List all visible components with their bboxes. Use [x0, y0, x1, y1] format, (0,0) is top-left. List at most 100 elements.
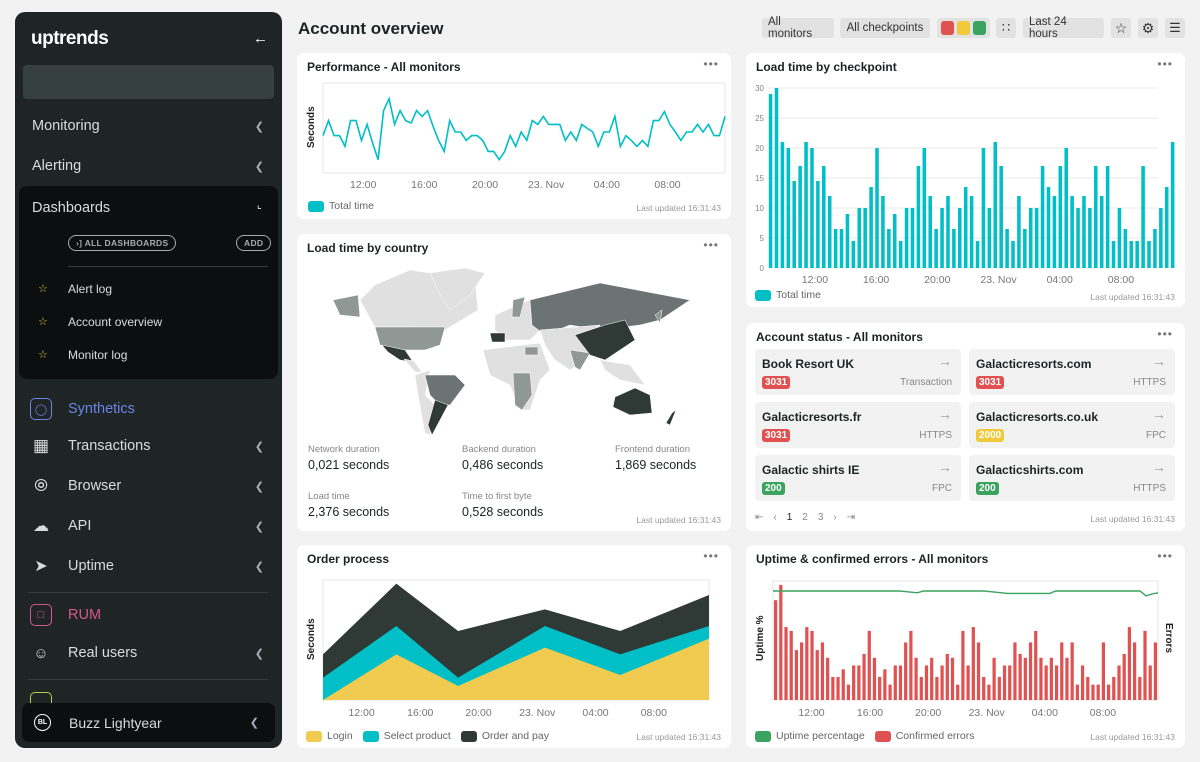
- film-icon: ▦: [32, 436, 50, 455]
- page-3[interactable]: 3: [817, 512, 824, 523]
- sidebar-item-real-users[interactable]: ☺ Real users ❮: [15, 637, 282, 669]
- monitor-tile[interactable]: Galacticresorts.com → 3031 HTTPS: [969, 349, 1175, 395]
- bar: [892, 214, 897, 268]
- user-menu[interactable]: BL Buzz Lightyear ❮: [22, 703, 275, 742]
- sidebar-item-label: Browser: [68, 478, 122, 494]
- send-icon: ➤: [34, 558, 48, 575]
- layout-grid-icon[interactable]: ∷: [996, 18, 1016, 38]
- bar: [1028, 208, 1033, 268]
- collapse-sidebar-icon[interactable]: ←: [253, 30, 268, 47]
- bar: [841, 669, 845, 700]
- bar: [971, 627, 975, 700]
- dashboard-link-account-overview[interactable]: Account overview: [68, 315, 163, 329]
- chevron-left-icon: ❮: [254, 440, 264, 453]
- legend-item[interactable]: Confirmed errors: [874, 730, 975, 742]
- menu-icon[interactable]: ☰: [1165, 18, 1185, 38]
- sidebar-section-rum[interactable]: □ RUM: [15, 599, 282, 631]
- arrow-right-icon[interactable]: →: [938, 406, 952, 422]
- legend-item[interactable]: Login: [306, 730, 353, 742]
- bar: [774, 88, 779, 268]
- sidebar-item-transactions[interactable]: ▦ Transactions ❮: [15, 430, 282, 462]
- bar: [784, 627, 788, 700]
- next-page-icon[interactable]: ›: [833, 512, 837, 523]
- dashboards-heading[interactable]: Dashboards: [32, 200, 111, 216]
- all-dashboards-button[interactable]: ›] ALL DASHBOARDS: [68, 235, 177, 251]
- more-options-icon[interactable]: •••: [1157, 57, 1173, 71]
- arrow-right-icon[interactable]: →: [1152, 406, 1166, 422]
- monitor-type: FPC: [1146, 430, 1166, 441]
- monitor-name: Book Resort UK: [762, 357, 855, 371]
- search-input[interactable]: [23, 65, 274, 99]
- star-icon[interactable]: ☆: [38, 283, 48, 295]
- bar: [987, 208, 992, 268]
- more-options-icon[interactable]: •••: [1157, 549, 1173, 563]
- page-2[interactable]: 2: [802, 512, 808, 523]
- arrow-right-icon[interactable]: →: [1152, 353, 1166, 369]
- y-tick-label: 30: [755, 84, 764, 93]
- star-icon[interactable]: ☆: [38, 349, 48, 361]
- star-icon[interactable]: ☆: [38, 316, 48, 328]
- dashboard-link-monitor-log[interactable]: Monitor log: [68, 348, 128, 362]
- dashboard-link-alert-log[interactable]: Alert log: [68, 282, 113, 296]
- synthetics-icon: ◯: [30, 398, 52, 420]
- bar: [878, 676, 882, 700]
- arrow-right-icon[interactable]: →: [938, 353, 952, 369]
- legend-item[interactable]: Order and pay: [460, 730, 549, 742]
- page-1[interactable]: 1: [786, 512, 793, 523]
- bar: [940, 208, 944, 268]
- x-tick-label: 08:00: [654, 179, 681, 191]
- legend-item[interactable]: Uptime percentage: [755, 730, 865, 742]
- previous-page-icon[interactable]: ‹: [773, 512, 777, 523]
- monitor-tile[interactable]: Galacticresorts.co.uk → 2000 FPC: [969, 402, 1175, 448]
- time-range-select[interactable]: Last 24 hours: [1023, 16, 1104, 40]
- bar: [914, 657, 918, 700]
- first-page-icon[interactable]: ⇤: [755, 512, 764, 523]
- sidebar-section-synthetics[interactable]: ◯ Synthetics: [15, 393, 282, 425]
- sidebar-item-browser[interactable]: ⦾ Browser ❮: [15, 470, 282, 502]
- bar: [909, 630, 913, 700]
- bar: [1143, 630, 1147, 700]
- legend-label: Order and pay: [481, 730, 549, 742]
- collapse-icon[interactable]: ⌞: [257, 200, 262, 211]
- stat-value: 0,021 seconds: [308, 458, 390, 472]
- x-tick-label: 04:00: [1031, 707, 1058, 719]
- legend-item[interactable]: Select product: [362, 730, 451, 742]
- legend: Uptime percentage Confirmed errors: [755, 730, 975, 742]
- bar: [1170, 142, 1175, 268]
- bar: [993, 142, 998, 268]
- checkpoints-filter[interactable]: All checkpoints: [840, 18, 930, 38]
- bar: [789, 630, 793, 700]
- chevron-left-icon: ❮: [249, 717, 259, 729]
- legend-item[interactable]: Total time: [755, 289, 821, 301]
- sidebar-item-label: Synthetics: [68, 401, 135, 417]
- last-updated: Last updated 16:31:43: [636, 515, 721, 525]
- monitor-tile[interactable]: Galacticshirts.com → 200 HTTPS: [969, 455, 1175, 501]
- more-options-icon[interactable]: •••: [1157, 327, 1173, 341]
- add-dashboard-button[interactable]: ADD: [236, 235, 272, 251]
- more-options-icon[interactable]: •••: [703, 549, 719, 563]
- sidebar-item-api[interactable]: ☁ API ❮: [15, 510, 282, 542]
- bar: [946, 196, 950, 268]
- monitor-tile[interactable]: Book Resort UK → 3031 Transaction: [755, 349, 961, 395]
- sidebar-item-monitoring[interactable]: Monitoring ❮: [15, 110, 282, 142]
- monitor-tile[interactable]: Galactic shirts IE → 200 FPC: [755, 455, 961, 501]
- sidebar-item-alerting[interactable]: Alerting ❮: [15, 150, 282, 182]
- bar: [862, 653, 866, 700]
- legend: Login Select product Order and pay: [306, 730, 549, 742]
- legend-item[interactable]: Total time: [308, 200, 374, 212]
- arrow-right-icon[interactable]: →: [938, 459, 952, 475]
- monitor-tile[interactable]: Galacticresorts.fr → 3031 HTTPS: [755, 402, 961, 448]
- sidebar-item-uptime[interactable]: ➤ Uptime ❮: [15, 550, 282, 582]
- more-options-icon[interactable]: •••: [703, 238, 719, 252]
- legend-swatch: [874, 730, 891, 742]
- more-options-icon[interactable]: •••: [703, 57, 719, 71]
- bar: [1044, 665, 1048, 700]
- settings-gear-icon[interactable]: ⚙: [1138, 18, 1158, 38]
- bar: [774, 600, 778, 700]
- status-filter[interactable]: [937, 18, 990, 38]
- monitors-filter[interactable]: All monitors: [762, 16, 834, 40]
- performance-card: Performance - All monitors ••• Seconds T…: [297, 53, 731, 219]
- arrow-right-icon[interactable]: →: [1152, 459, 1166, 475]
- last-page-icon[interactable]: ⇥: [846, 512, 856, 523]
- favorite-star-icon[interactable]: ☆: [1111, 18, 1131, 38]
